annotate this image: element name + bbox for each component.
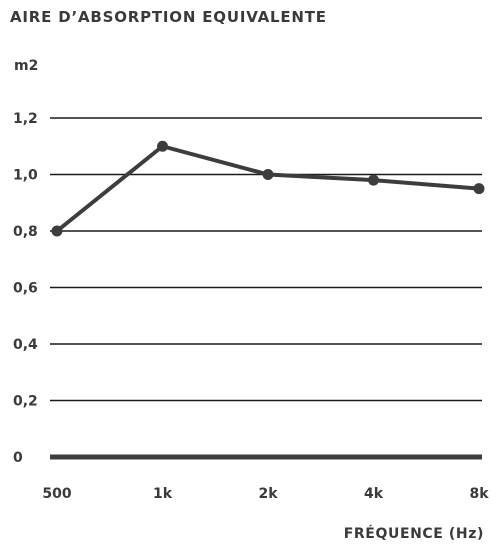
data-point xyxy=(473,183,485,195)
y-tick-label: 1,0 xyxy=(13,168,38,184)
data-point xyxy=(51,225,63,237)
x-tick-label: 4k xyxy=(364,486,384,502)
x-tick-label: 8k xyxy=(469,486,489,502)
y-tick-label: 0,4 xyxy=(13,337,38,353)
data-point xyxy=(262,169,274,180)
y-tick-label: 1,2 xyxy=(13,111,38,127)
x-tick-label: 500 xyxy=(42,486,71,502)
y-tick-label: 0,2 xyxy=(13,394,38,410)
y-tick-label: 0,8 xyxy=(13,224,38,240)
data-point xyxy=(368,174,379,186)
x-tick-label: 2k xyxy=(258,486,278,502)
y-tick-label: 0 xyxy=(13,450,23,466)
series-line xyxy=(55,144,481,233)
y-axis-unit-label: m2 xyxy=(14,58,39,74)
y-tick-label: 0,6 xyxy=(13,281,38,297)
x-tick-label: 1k xyxy=(153,486,173,502)
chart-title: AIRE D’ABSORPTION EQUIVALENTE xyxy=(10,8,327,26)
data-point xyxy=(157,140,168,152)
x-axis-label: FRÉQUENCE (Hz) xyxy=(343,526,484,542)
